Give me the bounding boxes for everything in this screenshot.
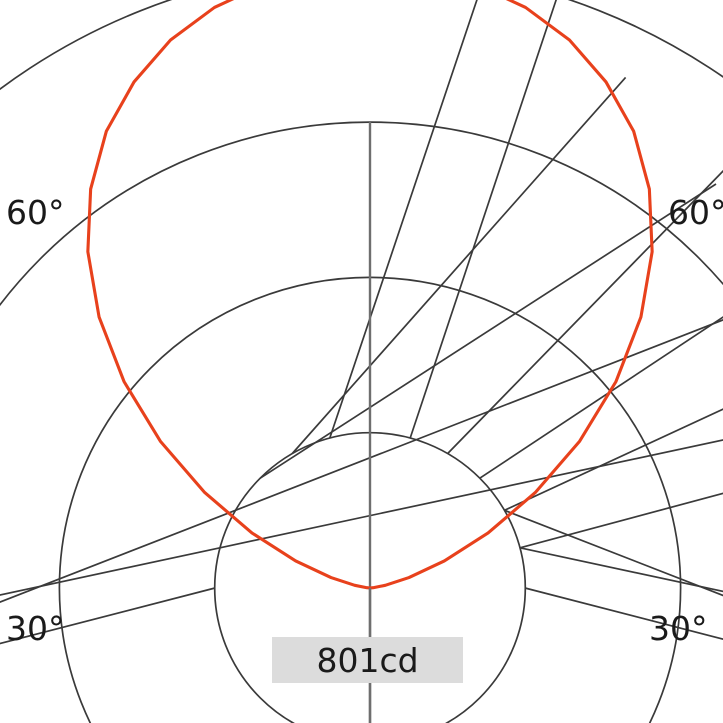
grid-spoke-m75 bbox=[219, 439, 723, 549]
grid-spoke-p30 bbox=[447, 169, 723, 455]
peak-intensity-badge: 801cd bbox=[272, 637, 463, 683]
grid-spoke-p75-ext bbox=[519, 546, 723, 593]
angle-label-30-right: 30° bbox=[649, 609, 708, 648]
angle-label-60-left: 60° bbox=[6, 193, 65, 232]
grid-spoke-p60 bbox=[504, 408, 723, 512]
angle-label-30-left: 30° bbox=[6, 609, 65, 648]
grid-spoke-p45 bbox=[479, 316, 723, 479]
grid-ring-3 bbox=[0, 121, 723, 307]
grid-spokes bbox=[219, 0, 723, 549]
grid-spoke-m45 bbox=[259, 183, 717, 479]
grid-spokes-outer bbox=[0, 509, 723, 603]
grid-spoke-p15 bbox=[409, 0, 557, 439]
grid-spoke-m105 bbox=[0, 587, 216, 645]
grid-spoke-p75 bbox=[519, 492, 723, 549]
grid-spoke-p105 bbox=[524, 587, 723, 641]
grid-spoke-m15 bbox=[328, 0, 478, 439]
intensity-curve bbox=[86, 0, 654, 590]
grid-spoke-m30 bbox=[291, 76, 627, 455]
grid-spokes-upper bbox=[0, 587, 723, 645]
grid-spoke-m75-ext bbox=[0, 546, 221, 596]
grid-spoke-m60 bbox=[235, 319, 723, 512]
angle-label-60-right: 60° bbox=[668, 193, 723, 232]
grid-spoke-m60-ext bbox=[0, 509, 236, 603]
grid-spoke-p60-ext bbox=[504, 509, 723, 597]
